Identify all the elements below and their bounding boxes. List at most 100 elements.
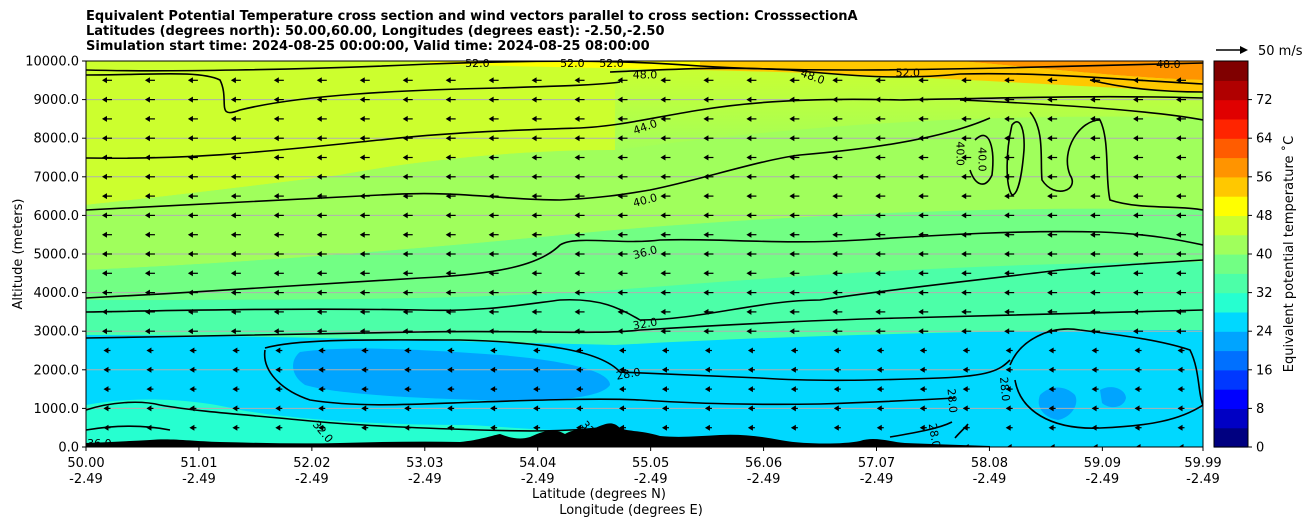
wind-vector — [1091, 347, 1099, 354]
wind-vector — [1133, 96, 1144, 103]
wind-vector — [962, 405, 970, 412]
wind-vector — [833, 405, 841, 412]
wind-vector — [101, 115, 112, 122]
wind-vector — [445, 289, 456, 296]
wind-vectors — [101, 77, 1187, 447]
wind-vector — [1177, 366, 1185, 373]
wind-vector — [316, 231, 327, 238]
wind-vector — [445, 193, 456, 200]
wind-vector — [617, 289, 628, 296]
contour-32-lower — [86, 309, 1203, 339]
wind-vector — [1047, 251, 1058, 257]
y-tick-label: 5000.0 — [34, 248, 80, 263]
contour-label: 28.0 — [945, 388, 960, 414]
wind-vector — [660, 251, 671, 257]
wind-vector — [273, 231, 284, 238]
wind-vector — [146, 405, 154, 412]
wind-vector — [402, 231, 413, 238]
colorbar-segment — [1214, 128, 1248, 139]
wind-vector — [316, 308, 327, 315]
wind-vector — [1047, 135, 1058, 142]
wind-vector — [1177, 386, 1185, 393]
wind-vector — [789, 289, 800, 296]
wind-vector — [189, 366, 197, 373]
contour-28-bottom — [889, 421, 953, 438]
wind-vector — [531, 115, 542, 122]
y-tick-label: 2000.0 — [34, 363, 80, 378]
colorbar-tick-label: 16 — [1256, 363, 1273, 378]
x-tick-label-lat: 52.02 — [293, 456, 330, 471]
colorbar-segment — [1214, 350, 1248, 361]
wind-vector — [488, 270, 499, 277]
wind-vector — [273, 289, 284, 296]
wind-vector — [833, 424, 841, 431]
wind-vector — [576, 347, 584, 354]
wind-vector — [144, 308, 155, 315]
wind-vector — [187, 212, 198, 219]
y-tick-label: 6000.0 — [34, 209, 80, 224]
wind-vector — [316, 289, 327, 296]
wind-vector — [747, 386, 755, 393]
wind-vector — [318, 424, 326, 431]
colorbar-segment — [1214, 427, 1248, 438]
wind-vector — [574, 173, 585, 180]
colorbar-segment — [1214, 321, 1248, 332]
wind-vector — [1134, 347, 1142, 354]
colorbar-tick-label: 40 — [1256, 248, 1273, 263]
wind-vector — [919, 386, 927, 393]
colorbar-segment — [1214, 196, 1248, 207]
wind-vector — [619, 347, 627, 354]
wind-vector — [1004, 135, 1015, 142]
wind-vector — [232, 405, 240, 412]
wind-vector — [789, 115, 800, 122]
wind-vector — [404, 405, 412, 412]
wind-vector — [101, 231, 112, 238]
contour-label: 48.0 — [1156, 58, 1181, 71]
wind-vector — [189, 424, 197, 431]
wind-vector — [703, 193, 714, 200]
wind-vector — [1090, 289, 1101, 296]
wind-vector — [1133, 77, 1144, 84]
wind-vector — [875, 289, 886, 296]
contour-40 — [86, 117, 991, 211]
x-tick-label-lat: 59.99 — [1184, 456, 1221, 471]
wind-vector — [359, 154, 370, 161]
wind-vector — [232, 424, 240, 431]
wind-vector — [531, 231, 542, 238]
wind-vector — [101, 135, 112, 142]
colorbar-segment — [1214, 273, 1248, 284]
wind-vector — [962, 366, 970, 373]
wind-vector — [918, 328, 929, 335]
x-tick-label-lat: 50.00 — [67, 456, 104, 471]
wind-vector — [918, 212, 929, 219]
colorbar-segment — [1214, 215, 1248, 226]
y-tick-label: 0.0 — [58, 441, 79, 456]
wind-vector — [961, 289, 972, 296]
wind-vector — [316, 328, 327, 335]
field-region-blue-core-left — [293, 348, 610, 401]
wind-vector — [1090, 135, 1101, 142]
wind-vector — [918, 96, 929, 103]
wind-vector — [230, 115, 241, 122]
wind-vector — [230, 251, 241, 257]
wind-vector — [230, 212, 241, 219]
wind-vector — [617, 231, 628, 238]
wind-vector — [103, 405, 111, 412]
wind-vector — [746, 231, 757, 238]
wind-vector — [617, 193, 628, 200]
wind-vector — [876, 405, 884, 412]
wind-vector — [832, 193, 843, 200]
wind-vector — [187, 173, 198, 180]
contour-label: 28.0 — [997, 376, 1012, 402]
wind-vector — [1047, 96, 1058, 103]
wind-vector — [1091, 424, 1099, 431]
colorbar-segment — [1214, 61, 1248, 72]
wind-vector — [316, 115, 327, 122]
wind-vector — [275, 366, 283, 373]
wind-vector — [359, 251, 370, 257]
wind-vector — [832, 135, 843, 142]
wind-vector — [704, 405, 712, 412]
wind-vector — [187, 135, 198, 142]
colorbar-segment — [1214, 340, 1248, 352]
colorbar-segment — [1214, 89, 1248, 101]
